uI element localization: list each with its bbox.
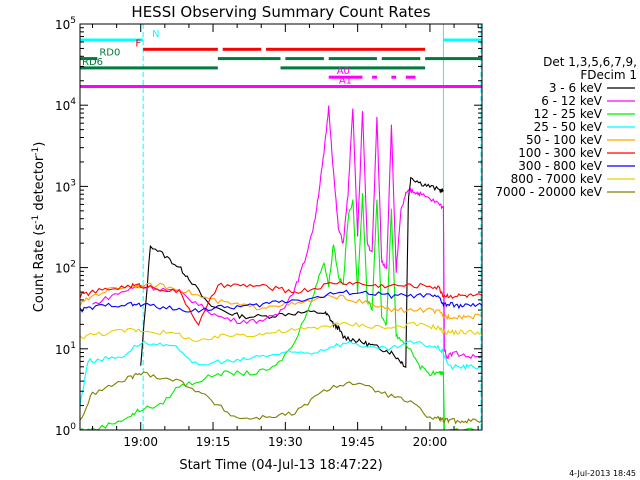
state-bar-label-1: F xyxy=(135,38,141,49)
state-bar-2-3 xyxy=(328,57,377,61)
legend-label-1: 6 - 12 keV xyxy=(541,94,603,108)
legend-label-8: 7000 - 20000 keV xyxy=(495,185,602,199)
state-bar-1-0 xyxy=(143,47,218,51)
state-bar-0-1 xyxy=(443,38,482,42)
y-tick-label-5: 105 xyxy=(55,16,76,32)
legend-label-2: 12 - 25 keV xyxy=(534,107,603,121)
state-bar-label-5: A1 xyxy=(339,76,352,87)
y-tick-label-3: 103 xyxy=(55,178,76,194)
legend-title-1: Det 1,3,5,6,7,9, xyxy=(543,55,637,69)
y-axis-ticks: 100 101 102 103 104 105 xyxy=(55,16,482,438)
state-bar-label-4: A0 xyxy=(337,66,350,77)
state-bar-1-1 xyxy=(222,47,262,51)
y-tick-label-1: 101 xyxy=(55,341,76,357)
legend-label-5: 100 - 300 keV xyxy=(518,146,602,160)
state-bar-3-0 xyxy=(80,66,218,70)
x-tick-label-3: 19:45 xyxy=(340,435,375,449)
legend-label-6: 300 - 800 keV xyxy=(518,159,602,173)
state-bar-1-2 xyxy=(266,47,426,51)
state-bar-4-2 xyxy=(391,75,397,79)
legend-label-0: 3 - 6 keV xyxy=(549,81,603,95)
state-bar-4-0 xyxy=(328,75,363,79)
y-tick-label-2: 102 xyxy=(55,260,76,276)
legend-label-3: 25 - 50 keV xyxy=(534,120,603,134)
series-line-4 xyxy=(79,282,483,321)
state-bar-5-0 xyxy=(80,85,482,88)
y-tick-label-4: 104 xyxy=(55,97,76,113)
state-bar-2-0 xyxy=(80,57,98,61)
state-bar-label-3: RD6 xyxy=(82,57,103,68)
state-bar-label-2: RD0 xyxy=(99,48,120,59)
state-bar-2-1 xyxy=(217,57,281,61)
x-tick-label-2: 19:30 xyxy=(268,435,303,449)
series-line-6 xyxy=(79,289,483,313)
series-line-8 xyxy=(79,371,483,425)
state-bar-4-1 xyxy=(372,75,377,79)
state-bar-label-0: N xyxy=(152,29,159,40)
series-line-3 xyxy=(79,340,483,407)
legend-label-4: 50 - 100 keV xyxy=(526,133,603,147)
series-line-1 xyxy=(92,105,483,360)
state-bar-4-3 xyxy=(405,75,416,79)
state-bar-2-4 xyxy=(381,57,421,61)
plot-area xyxy=(79,24,483,431)
timestamp: 4-Jul-2013 18:45 xyxy=(569,469,636,478)
x-tick-label-0: 19:00 xyxy=(123,435,158,449)
x-axis-ticks: 19:00 19:15 19:30 19:45 20:00 xyxy=(92,24,479,449)
x-tick-label-4: 20:00 xyxy=(413,435,448,449)
state-bar-0-0 xyxy=(80,38,144,42)
y-axis-label: Count Rate (s-1 detector-1) xyxy=(31,142,47,313)
series-line-5 xyxy=(79,280,483,327)
legend-label-7: 800 - 7000 keV xyxy=(511,172,603,186)
series-line-2 xyxy=(79,193,482,431)
state-bar-2-2 xyxy=(285,57,324,61)
plot-frame xyxy=(79,23,483,431)
state-bar-3-1 xyxy=(280,66,426,70)
x-tick-label-1: 19:15 xyxy=(196,435,231,449)
chart-title: HESSI Observing Summary Count Rates xyxy=(131,3,430,21)
legend-title-2: FDecim 1 xyxy=(580,68,637,82)
x-axis-label: Start Time (04-Jul-13 18:47:22) xyxy=(179,458,382,473)
series-line-7 xyxy=(79,321,483,343)
state-bar-2-5 xyxy=(425,57,482,61)
y-tick-label-0: 100 xyxy=(55,422,76,438)
series-line-0 xyxy=(140,176,444,369)
